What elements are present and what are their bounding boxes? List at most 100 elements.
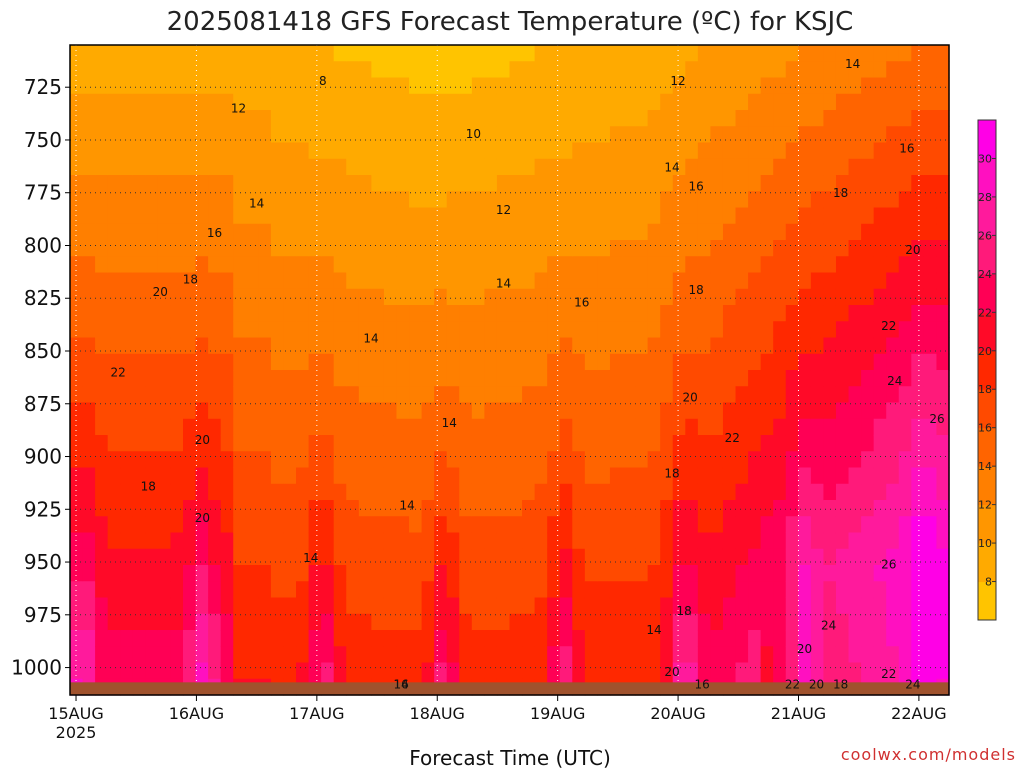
temperature-cell [622,402,636,420]
temperature-cell [258,321,272,339]
temperature-cell [559,548,573,566]
temperature-cell [697,581,712,599]
temperature-cell [559,418,573,436]
temperature-cell [95,467,109,485]
temperature-cell [183,353,197,371]
temperature-cell [283,110,297,127]
temperature-cell [107,272,121,290]
temperature-cell [835,435,850,452]
temperature-cell [773,532,787,550]
temperature-cell [120,500,134,517]
temperature-cell [183,256,197,274]
temperature-cell [748,483,762,501]
y-tick-label: 850 [24,339,62,363]
temperature-cell [722,548,737,566]
temperature-cell [145,110,159,127]
temperature-cell [911,142,925,160]
temperature-cell [810,435,825,452]
temperature-cell [710,240,724,257]
temperature-cell [835,451,850,469]
temperature-cell [597,565,611,582]
temperature-cell [208,45,222,62]
temperature-cell [383,175,398,192]
temperature-cell [107,630,121,647]
temperature-cell [584,548,598,566]
temperature-cell [496,483,511,501]
temperature-cell [95,321,109,339]
temperature-cell [358,110,372,127]
temperature-cell [609,305,624,322]
temperature-cell [157,581,172,599]
temperature-cell [446,353,460,371]
temperature-cell [82,532,96,550]
temperature-cell [270,548,285,566]
temperature-cell [710,630,724,647]
temperature-cell [798,240,812,257]
temperature-cell [371,581,385,599]
temperature-cell [923,272,938,290]
temperature-cell [396,435,410,452]
temperature-cell [886,548,900,566]
temperature-cell [258,370,272,387]
temperature-cell [459,45,473,62]
temperature-cell [547,110,561,127]
temperature-cell [321,223,335,241]
temperature-cell [835,272,850,290]
temperature-cell [748,435,762,452]
temperature-cell [660,223,674,241]
temperature-cell [82,597,96,615]
temperature-cell [296,191,310,209]
temperature-cell [798,613,812,631]
y-tick-label: 1000 [11,656,62,680]
temperature-cell [798,223,812,241]
temperature-cell [672,321,686,339]
temperature-cell [245,142,259,160]
temperature-cell [233,207,247,225]
temperature-cell [308,337,322,355]
temperature-cell [120,93,134,111]
temperature-cell [358,45,372,62]
contour-label: 26 [881,557,896,571]
temperature-cell [321,77,335,95]
temperature-cell [748,613,762,631]
contour-label: 18 [183,272,198,286]
temperature-cell [183,532,197,550]
temperature-cell [496,288,511,306]
temperature-cell [208,565,222,582]
temperature-cell [710,548,724,566]
temperature-cell [622,288,636,306]
temperature-cell [760,305,774,322]
temperature-cell [785,305,799,322]
temperature-cell [245,483,259,501]
temperature-cell [220,646,234,664]
temperature-cell [597,548,611,566]
temperature-cell [258,386,272,404]
temperature-cell [597,370,611,387]
temperature-cell [95,646,109,664]
temperature-cell [120,77,134,95]
temperature-cell [848,613,862,631]
temperature-cell [383,45,398,62]
temperature-cell [383,483,398,501]
temperature-cell [785,353,799,371]
temperature-cell [496,597,511,615]
temperature-cell [685,597,699,615]
temperature-cell [873,110,887,127]
temperature-cell [358,532,372,550]
temperature-cell [446,418,460,436]
temperature-cell [233,370,247,387]
temperature-cell [848,305,862,322]
temperature-cell [283,321,297,339]
temperature-cell [120,467,134,485]
temperature-cell [70,548,84,566]
temperature-cell [396,240,410,257]
colorbar-tick-label: 28 [978,191,992,204]
temperature-cell [798,418,812,436]
temperature-cell [735,500,749,517]
temperature-cell [572,321,586,339]
temperature-cell [509,548,523,566]
temperature-cell [459,662,473,680]
temperature-cell [82,126,96,144]
temperature-cell [534,500,548,517]
temperature-cell [82,630,96,647]
